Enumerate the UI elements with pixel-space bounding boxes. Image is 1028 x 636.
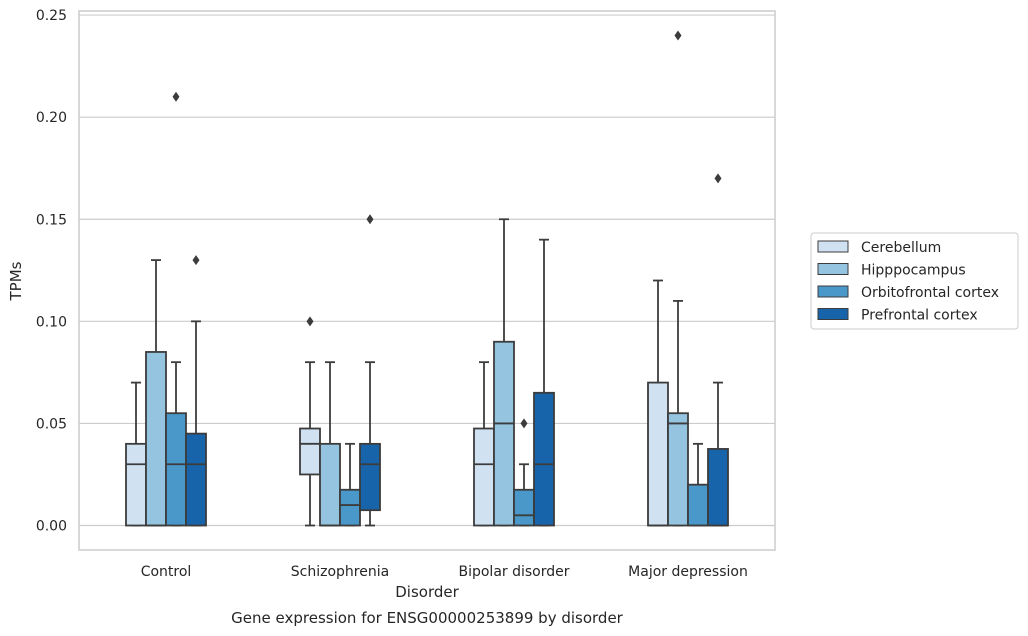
x-tick-label: Bipolar disorder (458, 564, 569, 580)
y-tick-label: 0.25 (36, 8, 67, 24)
y-axis-title: TPMs (7, 261, 25, 301)
outlier-marker (192, 255, 200, 266)
legend-swatch (817, 285, 849, 298)
box-hipppocampus (667, 30, 689, 527)
legend-label: Hipppocampus (861, 263, 966, 279)
box-body (299, 427, 321, 476)
outlier-marker (674, 30, 682, 41)
box-layer (125, 30, 729, 527)
box-body (145, 351, 167, 527)
x-tick-label: Schizophrenia (291, 564, 389, 580)
y-tick-label: 0.20 (36, 110, 67, 126)
legend: Cerebellum Hipppocampus Orbitofrontal cort… (810, 232, 1019, 330)
y-tick-labels: 0.00 0.05 0.10 0.15 0.20 0.25 (36, 8, 67, 534)
legend-swatch (817, 308, 849, 320)
legend-label: Orbitofrontal cortex (861, 285, 999, 301)
y-tick-label: 0.15 (36, 212, 67, 228)
outlier-marker (520, 418, 528, 429)
outlier-marker (172, 91, 180, 102)
box-body (647, 381, 669, 527)
box-prefrontal-cortex (707, 173, 729, 527)
box-body (473, 427, 495, 527)
box-prefrontal-cortex (533, 238, 555, 527)
y-tick-label: 0.05 (36, 416, 67, 432)
box-body (687, 483, 709, 527)
outlier-marker (366, 214, 374, 225)
box-prefrontal-cortex (359, 214, 381, 527)
chart-caption: Gene expression for ENSG00000253899 by d… (231, 609, 624, 627)
box-cerebellum (299, 316, 321, 527)
box-hipppocampus (145, 259, 167, 527)
x-tick-labels: Control Schizophrenia Bipolar disorder Majo… (141, 564, 748, 580)
box-body (533, 391, 555, 527)
legend-swatch (817, 263, 849, 275)
legend-frame (810, 232, 1019, 330)
legend-label: Prefrontal cortex (861, 308, 978, 324)
box-body (125, 442, 147, 527)
box-body (359, 442, 381, 512)
box-body (513, 488, 535, 527)
x-axis-title: Disorder (395, 583, 459, 601)
box-body (185, 432, 207, 527)
box-hipppocampus (319, 361, 341, 527)
box-orbitofrontal-cortex (513, 418, 535, 527)
y-tick-label: 0.10 (36, 314, 67, 330)
box-hipppocampus (493, 218, 515, 527)
outlier-marker (306, 316, 314, 327)
box-orbitofrontal-cortex (165, 91, 187, 527)
box-body (667, 412, 689, 527)
box-body (319, 442, 341, 527)
box-body (339, 488, 361, 527)
y-tick-label: 0.00 (36, 519, 67, 535)
box-prefrontal-cortex (185, 255, 207, 527)
box-orbitofrontal-cortex (339, 442, 361, 527)
box-cerebellum (125, 381, 147, 527)
outlier-marker (714, 173, 722, 184)
legend-label: Cerebellum (861, 240, 941, 256)
x-tick-label: Control (141, 564, 192, 580)
legend-swatch (817, 240, 849, 253)
x-tick-label: Major depression (628, 564, 748, 580)
legend-items: Cerebellum Hipppocampus Orbitofrontal cort… (817, 240, 999, 324)
box-body (165, 412, 187, 527)
box-body (493, 340, 515, 527)
box-body (707, 448, 729, 527)
